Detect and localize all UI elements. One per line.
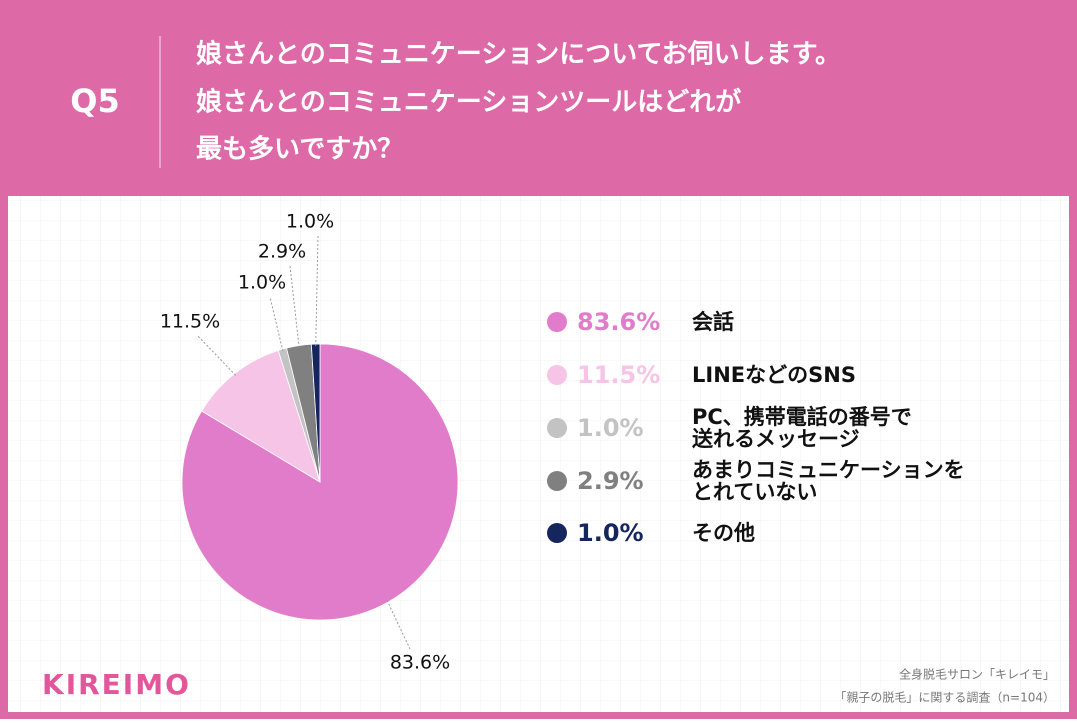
data-label: 2.9%: [258, 241, 306, 263]
data-label: 1.0%: [238, 272, 286, 294]
legend-label: あまりコミュニケーションを とれていない: [692, 458, 965, 504]
source-note: 「親子の脱毛」に関する調査（n=104）: [834, 690, 1055, 705]
legend-entry: PC、携帯電話の番号で 送れるメッセージ: [692, 402, 1062, 454]
leader-line: [269, 296, 284, 352]
legend-dot: [547, 312, 567, 332]
legend-entry: その他: [692, 507, 1062, 559]
legend-wrap: LINEなどのSNS: [692, 349, 1062, 401]
panel-grid: [8, 196, 1069, 712]
legend-wrap: 会話: [692, 296, 1062, 348]
legend-entry: LINEなどのSNS: [692, 349, 1062, 401]
legend-entry: 会話: [692, 296, 1062, 348]
data-label: 11.5%: [160, 311, 220, 333]
legend-entry: あまりコミュニケーションを とれていない: [692, 455, 1062, 507]
source-note: 全身脱毛サロン「キレイモ」: [899, 667, 1055, 682]
legend-value: 83.6%: [577, 308, 660, 336]
legend-value: 2.9%: [577, 467, 644, 495]
legend-dot: [547, 418, 567, 438]
data-label: 83.6%: [390, 652, 450, 674]
leader-line: [289, 265, 300, 348]
legend-label: その他: [692, 521, 755, 545]
title-line: 娘さんとのコミュニケーションツールはどれが: [196, 87, 741, 118]
legend-wrap: PC、携帯電話の番号で 送れるメッセージ: [692, 402, 1062, 454]
legend-label: PC、携帯電話の番号で 送れるメッセージ: [692, 405, 912, 451]
question-number: Q5: [70, 82, 119, 120]
legend-value: 1.0%: [577, 519, 644, 547]
legend-label: LINEなどのSNS: [692, 363, 856, 387]
title-line: 最も多いですか？: [196, 135, 403, 165]
legend-dot: [547, 471, 567, 491]
legend-label: 会話: [692, 310, 734, 334]
leader-line: [197, 335, 236, 376]
legend-value: 11.5%: [577, 361, 660, 389]
title-line: 娘さんとのコミュニケーションについてお伺いします。: [196, 39, 841, 70]
legend-dot: [547, 523, 567, 543]
legend-wrap: あまりコミュニケーションを とれていない: [692, 455, 1062, 507]
legend-wrap: その他: [692, 507, 1062, 559]
brand-logo: KIREIMO: [42, 668, 191, 701]
data-label: 1.0%: [286, 211, 334, 233]
legend-value: 1.0%: [577, 414, 644, 442]
leader-line: [386, 600, 411, 650]
legend-dot: [547, 365, 567, 385]
